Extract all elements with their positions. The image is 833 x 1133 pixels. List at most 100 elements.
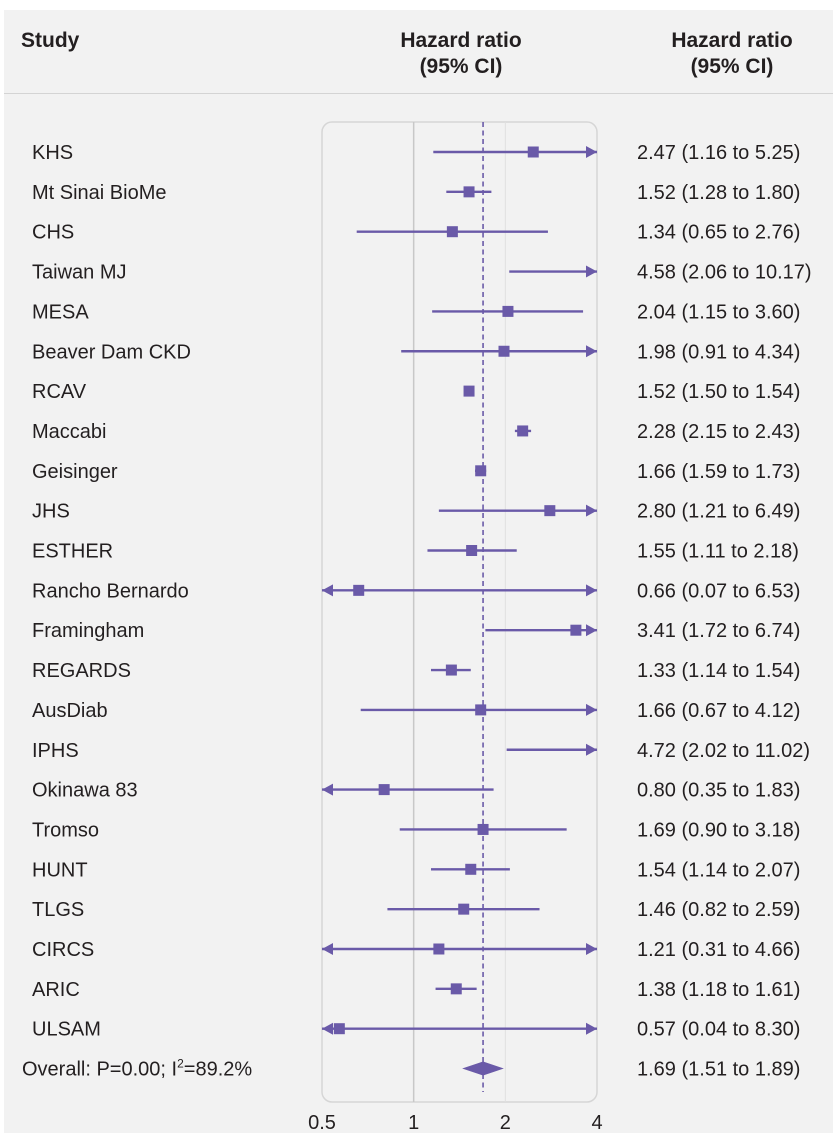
column-header-hazard-ratio-plot: Hazard ratio (95% CI)	[374, 28, 548, 80]
study-label: Tromso	[32, 819, 99, 841]
study-row: MESA 2.04 (1.15 to 3.60)	[32, 301, 800, 323]
study-label: RCAV	[32, 381, 87, 403]
study-row: IPHS 4.72 (2.02 to 11.02)	[32, 740, 810, 762]
point-estimate-square	[353, 584, 365, 596]
ci-right-arrow	[586, 504, 597, 517]
study-row: Geisinger 1.66 (1.59 to 1.73)	[32, 461, 800, 483]
study-label: ULSAM	[32, 1019, 101, 1041]
ci-right-arrow	[586, 743, 597, 756]
study-label: JHS	[32, 501, 70, 523]
text-header-line2: (95% CI)	[690, 55, 774, 78]
study-row: ULSAM 0.57 (0.04 to 8.30)	[32, 1019, 800, 1041]
text-header-line1: Hazard ratio	[671, 29, 793, 52]
study-label: Maccabi	[32, 421, 106, 443]
plot-header-line1: Hazard ratio	[400, 29, 522, 52]
point-estimate-square	[378, 784, 390, 796]
study-row: JHS 2.80 (1.21 to 6.49)	[32, 501, 800, 523]
study-label: AusDiab	[32, 700, 108, 722]
ci-value-label: 1.21 (0.31 to 4.66)	[637, 939, 800, 961]
plot-header-line2: (95% CI)	[419, 55, 503, 78]
ci-right-arrow	[586, 703, 597, 716]
study-row: Rancho Bernardo 0.66 (0.07 to 6.53)	[32, 580, 800, 602]
ci-value-label: 0.57 (0.04 to 8.30)	[637, 1019, 800, 1041]
study-label: Okinawa 83	[32, 780, 138, 802]
study-label: Framingham	[32, 620, 144, 642]
ci-left-arrow	[322, 943, 333, 955]
study-label: CIRCS	[32, 939, 94, 961]
ci-value-label: 0.80 (0.35 to 1.83)	[637, 780, 800, 802]
study-label: Taiwan MJ	[32, 262, 126, 284]
ci-value-label: 2.04 (1.15 to 3.60)	[637, 301, 800, 323]
study-row: ESTHER 1.55 (1.11 to 2.18)	[32, 541, 799, 563]
overall-label: Overall: P=0.00; I2=89.2%	[22, 1057, 252, 1081]
ci-right-arrow	[586, 345, 597, 358]
point-estimate-square	[463, 186, 475, 198]
header-divider	[4, 93, 833, 94]
ci-value-label: 1.46 (0.82 to 2.59)	[637, 899, 800, 921]
ci-value-label: 1.98 (0.91 to 4.34)	[637, 341, 800, 363]
study-row: HUNT 1.54 (1.14 to 2.07)	[32, 859, 800, 881]
study-label: TLGS	[32, 899, 84, 921]
ci-value-label: 1.66 (0.67 to 4.12)	[637, 700, 800, 722]
study-label: ARIC	[32, 979, 80, 1001]
point-estimate-square	[544, 505, 556, 517]
ci-value-label: 1.52 (1.28 to 1.80)	[637, 182, 800, 204]
ci-value-label: 4.72 (2.02 to 11.02)	[637, 740, 810, 762]
study-row: Tromso 1.69 (0.90 to 3.18)	[32, 819, 800, 841]
overall-ci-value-label: 1.69 (1.51 to 1.89)	[637, 1059, 800, 1081]
study-row: REGARDS 1.33 (1.14 to 1.54)	[32, 660, 800, 682]
ci-value-label: 1.34 (0.65 to 2.76)	[637, 222, 800, 244]
ci-left-arrow	[322, 783, 333, 796]
point-estimate-square	[450, 983, 462, 995]
ci-value-label: 1.52 (1.50 to 1.54)	[637, 381, 800, 403]
ci-value-label: 4.58 (2.06 to 10.17)	[637, 262, 812, 284]
study-row: Taiwan MJ 4.58 (2.06 to 10.17)	[32, 262, 812, 284]
ci-value-label: 2.28 (2.15 to 2.43)	[637, 421, 800, 443]
plot-area	[321, 121, 598, 1103]
study-row: Framingham 3.41 (1.72 to 6.74)	[32, 620, 800, 642]
ci-value-label: 1.33 (1.14 to 1.54)	[637, 660, 800, 682]
study-label: CHS	[32, 222, 74, 244]
point-estimate-square	[570, 624, 582, 636]
ci-value-label: 1.38 (1.18 to 1.61)	[637, 979, 800, 1001]
x-tick-label: 2	[500, 1112, 511, 1133]
ci-value-label: 1.54 (1.14 to 2.07)	[637, 859, 800, 881]
study-row: AusDiab 1.66 (0.67 to 4.12)	[32, 700, 800, 722]
study-row: TLGS 1.46 (0.82 to 2.59)	[32, 899, 800, 921]
ci-value-label: 1.66 (1.59 to 1.73)	[637, 461, 800, 483]
point-estimate-square	[463, 385, 475, 397]
ci-right-arrow	[586, 146, 597, 158]
point-estimate-square	[527, 146, 539, 158]
point-estimate-square	[517, 425, 529, 437]
point-estimate-square	[333, 1023, 345, 1035]
ci-value-label: 1.55 (1.11 to 2.18)	[637, 541, 799, 563]
ci-value-label: 3.41 (1.72 to 6.74)	[637, 620, 800, 642]
overall-diamond	[462, 1061, 504, 1076]
column-header-study: Study	[21, 28, 79, 54]
ci-value-label: 2.47 (1.16 to 5.25)	[637, 142, 800, 164]
point-estimate-square	[458, 903, 470, 915]
point-estimate-square	[446, 226, 458, 238]
point-estimate-square	[477, 823, 489, 835]
study-label: Rancho Bernardo	[32, 580, 189, 602]
ci-right-arrow	[586, 943, 597, 955]
study-header-label: Study	[21, 29, 80, 52]
ci-right-arrow	[586, 584, 597, 597]
study-row: RCAV 1.52 (1.50 to 1.54)	[32, 381, 800, 403]
ci-right-arrow	[586, 1022, 597, 1035]
study-label: HUNT	[32, 859, 88, 881]
ci-left-arrow	[322, 1022, 333, 1035]
study-row: KHS 2.47 (1.16 to 5.25)	[32, 142, 800, 164]
study-label: MESA	[32, 301, 89, 323]
study-label: Beaver Dam CKD	[32, 341, 191, 363]
study-row: CHS 1.34 (0.65 to 2.76)	[32, 222, 800, 244]
study-label: KHS	[32, 142, 73, 164]
ci-left-arrow	[322, 584, 333, 597]
study-row: Mt Sinai BioMe 1.52 (1.28 to 1.80)	[32, 182, 800, 204]
point-estimate-square	[475, 704, 487, 716]
study-label: IPHS	[32, 740, 79, 762]
point-estimate-square	[445, 664, 457, 676]
overall-row: Overall: P=0.00; I2=89.2% 1.69 (1.51 to 1…	[22, 1057, 800, 1081]
ci-right-arrow	[586, 624, 597, 637]
